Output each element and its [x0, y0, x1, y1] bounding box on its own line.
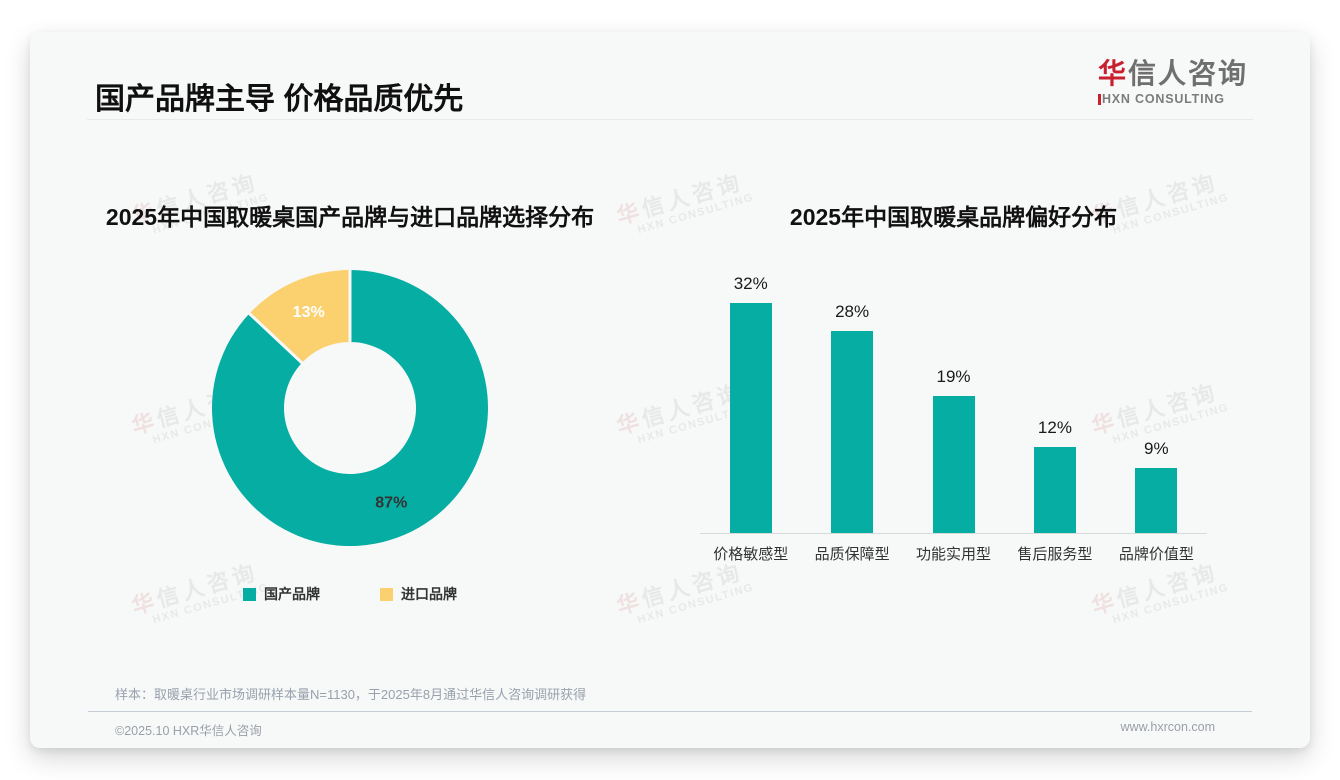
legend-item-国产品牌: 国产品牌 [243, 584, 320, 604]
page-title: 国产品牌主导 价格品质优先 [95, 83, 464, 116]
footer-divider [88, 711, 1252, 712]
slide-card: 华信人咨询 HXN CONSULTING 华信人咨询 HXN CONSULTING 华信… [30, 32, 1310, 748]
donut-chart: 87% 13% [50, 258, 650, 563]
slice-separator [247, 311, 304, 365]
bar-category-label: 品牌价值型 [1118, 546, 1194, 563]
legend-swatch-icon [380, 587, 393, 601]
logo-chinese-accent: 华 [1097, 58, 1128, 89]
bar-value-label: 9% [1144, 439, 1169, 459]
legend-item-进口品牌: 进口品牌 [380, 584, 457, 604]
legend-swatch-icon [243, 587, 256, 601]
bar-rect [831, 331, 874, 533]
bar-value-label: 28% [835, 302, 870, 322]
logo-red-stem-icon [1097, 93, 1101, 105]
logo-english-text: HXN CONSULTING [1101, 92, 1225, 106]
bar-column-功能实用型: 19% [903, 367, 1004, 533]
bar-rect [1033, 446, 1076, 533]
logo-chinese: 华信人咨询 [1098, 58, 1248, 90]
footer-row: ©2025.10 HXR华信人咨询 www.hxrcon.com [115, 720, 1215, 739]
bar-column-品牌价值型: 9% [1106, 439, 1207, 533]
donut-value-label: 87% [375, 495, 407, 512]
donut-chart-title: 2025年中国取暖桌国产品牌与进口品牌选择分布 [105, 204, 595, 230]
donut-value-label: 13% [293, 304, 325, 321]
bar-rect [1135, 468, 1178, 533]
bar-chart-plot: 32% 28% 19% 12% 9% [700, 267, 1207, 534]
header-divider [87, 119, 1253, 120]
bar-rect [729, 302, 772, 533]
donut-slice-进口品牌 [249, 270, 350, 363]
bar-chart-categories: 价格敏感型 品质保障型 功能实用型 售后服务型 品牌价值型 [700, 545, 1207, 565]
bar-column-价格敏感型: 32% [700, 274, 801, 533]
bar-rect [932, 396, 975, 533]
bar-column-售后服务型: 12% [1004, 418, 1105, 533]
bar-chart-title: 2025年中国取暖桌品牌偏好分布 [789, 204, 1118, 230]
legend-label: 进口品牌 [401, 586, 457, 602]
donut-legend: 国产品牌 进口品牌 [50, 584, 650, 604]
sample-note: 样本：取暖桌行业市场调研样本量N=1130，于2025年8月通过华信人咨询调研获… [115, 687, 587, 702]
donut-slice-国产品牌 [211, 270, 488, 546]
copyright-text: ©2025.10 HXR华信人咨询 [115, 724, 262, 738]
bar-category-label: 功能实用型 [916, 546, 992, 563]
legend-label: 国产品牌 [264, 586, 320, 602]
bar-value-label: 19% [936, 367, 971, 387]
bar-value-label: 32% [733, 273, 768, 293]
donut-svg: 87% 13% [211, 269, 488, 546]
bar-value-label: 12% [1037, 417, 1072, 437]
logo-chinese-rest: 信人咨询 [1127, 58, 1248, 89]
website-text: www.hxrcon.com [1120, 720, 1215, 734]
watermark: 华信人咨询 HXN CONSULTING [1088, 559, 1231, 627]
bar-category-label: 品质保障型 [814, 546, 890, 563]
bar-category-label: 售后服务型 [1017, 546, 1093, 563]
bar-category-label: 价格敏感型 [713, 546, 789, 563]
company-logo: 华信人咨询 HXN CONSULTING [1097, 58, 1248, 106]
bar-column-品质保障型: 28% [801, 302, 902, 533]
logo-english: HXN CONSULTING [1097, 92, 1248, 106]
